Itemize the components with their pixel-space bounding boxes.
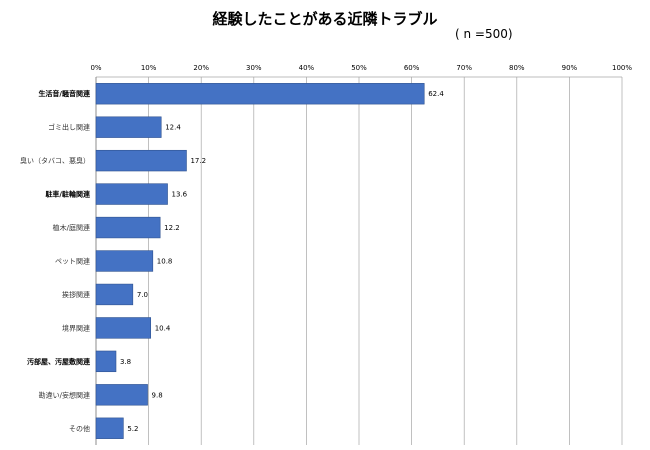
bar [95,250,154,272]
data-label: 7.0 [137,291,148,299]
data-label: 62.4 [428,90,444,98]
gridlines [95,76,623,445]
bar [95,216,161,239]
x-tick-label: 50% [351,64,367,72]
bar [95,317,152,339]
data-label: 17.2 [190,157,206,165]
bar [95,417,124,439]
bar [95,350,117,373]
data-label: 10.4 [155,324,171,332]
chart-subtitle: ( n =500) [455,27,513,41]
data-label: 10.8 [157,258,173,266]
chart-title: 経験したことがある近隣トラブル [212,10,437,28]
x-axis-ticks: 0% 10% 20% 30% 40% 50% 60% 70% 80% 90% 100% [90,64,632,72]
category-label: 勘違い/妄想関連 [39,390,90,399]
x-tick-label: 80% [509,64,525,72]
data-label: 9.8 [152,391,163,399]
data-label: 12.2 [164,224,180,232]
bars [95,83,425,439]
category-label: その他 [69,424,90,433]
category-label: 生活音/騒音関連 [38,89,91,98]
bar [95,384,148,406]
data-label: 3.8 [120,358,131,366]
category-label: 駐車/駐輪関連 [45,190,91,199]
x-tick-label: 0% [90,64,101,72]
category-label: ペット関連 [55,257,90,266]
category-label: 植木/庭関連 [53,223,90,232]
x-tick-label: 100% [612,64,632,72]
category-label: 汚部屋、汚屋敷関連 [27,357,91,366]
x-tick-label: 70% [456,64,472,72]
category-label: 挨拶関連 [62,290,90,299]
category-label: 臭い（タバコ、悪臭） [20,156,90,165]
bar [95,283,134,306]
x-tick-label: 30% [246,64,262,72]
x-tick-label: 20% [193,64,209,72]
value-labels: 62.4 12.4 17.2 13.6 12.2 10.8 7.0 10.4 3.8 9.8 5.2 [120,90,444,433]
bar [95,83,425,105]
category-label: ゴミ出し関連 [48,123,90,132]
x-tick-label: 10% [141,64,157,72]
data-label: 12.4 [165,124,181,132]
x-tick-label: 90% [562,64,578,72]
x-tick-label: 40% [299,64,315,72]
data-label: 5.2 [127,425,138,433]
data-label: 13.6 [172,191,188,199]
bar [95,149,187,172]
bar [95,116,162,138]
category-label: 境界関連 [62,323,90,332]
x-tick-label: 60% [404,64,420,72]
bar [95,183,168,205]
